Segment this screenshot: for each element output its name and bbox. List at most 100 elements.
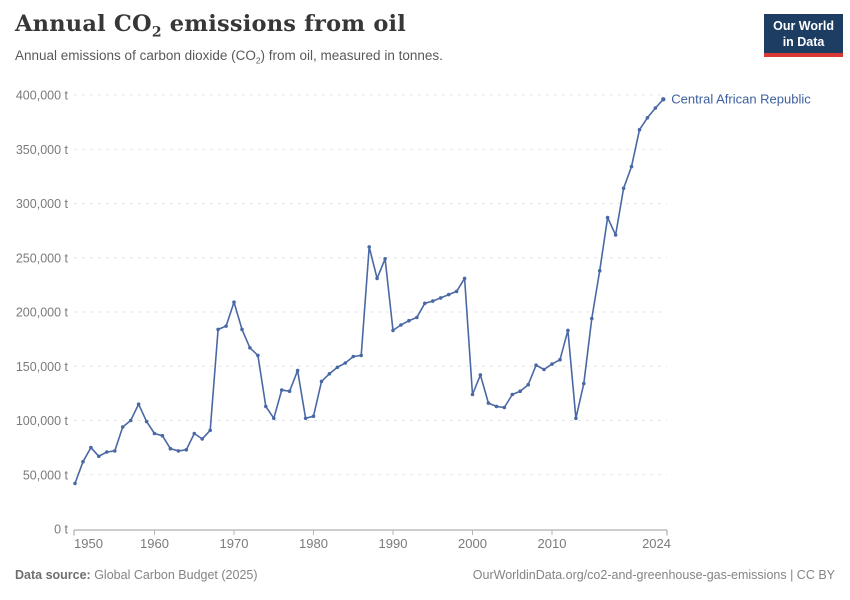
y-axis-label: 50,000 t [23,468,69,482]
data-point[interactable] [645,116,650,120]
data-point[interactable] [454,289,459,294]
data-point[interactable] [534,363,538,368]
y-axis-label: 100,000 t [16,414,69,428]
chart-title-text-post: emissions from oil [161,11,407,37]
data-point[interactable] [279,388,284,392]
data-point[interactable] [81,459,85,464]
data-point[interactable] [176,449,181,453]
data-points [73,97,666,486]
owid-logo[interactable]: Our World in Data [764,14,843,57]
data-point[interactable] [144,419,149,424]
data-point[interactable] [526,382,530,387]
data-point[interactable] [97,454,101,459]
data-series-line[interactable] [74,98,665,485]
data-point[interactable] [494,404,499,409]
data-point[interactable] [550,362,554,366]
data-point[interactable] [629,164,634,169]
data-point[interactable] [192,431,197,436]
data-point[interactable] [661,97,666,102]
data-point[interactable] [542,367,546,372]
data-point[interactable] [590,316,594,321]
data-point[interactable] [613,233,618,237]
data-point[interactable] [335,365,340,370]
x-axis-label: 1950 [74,536,103,551]
data-point[interactable] [73,481,77,486]
data-point[interactable] [518,389,522,394]
data-point[interactable] [486,401,491,405]
x-axis [73,529,668,536]
x-axis-label: 1990 [379,536,408,551]
x-axis-label: 1970 [220,536,249,551]
data-point[interactable] [232,300,236,304]
data-point[interactable] [319,379,324,384]
data-source-note: Data source: Global Carbon Budget (2025) [15,568,258,582]
data-point[interactable] [327,372,332,376]
data-point[interactable] [208,428,212,433]
data-point[interactable] [423,301,427,306]
data-point[interactable] [574,416,578,421]
line-chart-canvas[interactable]: 0 t 50,000 t 100,000 t 150,000 t 200,000 t 25… [0,78,850,560]
data-point[interactable] [391,328,395,333]
data-point[interactable] [184,448,189,452]
data-point[interactable] [470,392,475,397]
data-point[interactable] [621,186,626,191]
data-point[interactable] [216,327,220,332]
data-point[interactable] [566,328,570,333]
data-point[interactable] [264,404,268,409]
data-point[interactable] [256,353,260,358]
chart-title-subscript: 2 [151,24,162,41]
data-point[interactable] [160,433,165,438]
data-point[interactable] [558,357,562,362]
data-point[interactable] [438,296,443,300]
data-point[interactable] [446,292,451,297]
data-point[interactable] [653,106,658,110]
data-point[interactable] [478,373,483,377]
data-point[interactable] [168,446,173,451]
data-point[interactable] [399,323,403,327]
data-point[interactable] [582,381,586,386]
data-point[interactable] [375,276,379,281]
data-point[interactable] [287,389,292,394]
data-point[interactable] [105,450,109,454]
data-point[interactable] [311,414,316,419]
entity-label[interactable]: Central African Republic [671,91,811,106]
data-point[interactable] [407,318,411,323]
data-point[interactable] [248,346,252,350]
y-axis-labels: 0 t 50,000 t 100,000 t 150,000 t 200,000 t 25… [16,89,69,537]
data-point[interactable] [431,299,435,303]
y-axis-label: 350,000 t [16,143,69,157]
data-point[interactable] [272,416,276,421]
data-point[interactable] [383,257,387,261]
data-point[interactable] [120,425,125,429]
data-point[interactable] [224,324,228,328]
data-point[interactable] [605,215,610,220]
y-axis-label: 300,000 t [16,197,69,211]
data-point[interactable] [136,402,141,407]
data-point[interactable] [367,245,372,249]
chart-subtitle: Annual emissions of carbon dioxide (CO2)… [15,48,443,66]
y-axis-label: 200,000 t [16,306,69,320]
owid-logo-line2: in Data [782,35,825,49]
data-point[interactable] [343,361,348,365]
data-point[interactable] [152,431,157,436]
data-point[interactable] [351,354,356,359]
data-point[interactable] [597,269,602,273]
gridlines-group [74,94,667,476]
data-point[interactable] [113,449,117,453]
data-source-value: Global Carbon Budget (2025) [90,568,258,582]
data-point[interactable] [128,418,133,423]
data-point[interactable] [415,315,419,320]
data-point[interactable] [637,127,642,132]
owid-url-link[interactable]: OurWorldinData.org/co2-and-greenhouse-ga… [472,568,787,582]
data-point[interactable] [200,437,204,441]
data-point[interactable] [303,416,308,421]
data-point[interactable] [510,392,515,397]
data-point[interactable] [89,445,93,450]
data-point[interactable] [240,327,244,332]
data-point[interactable] [462,276,467,281]
data-point[interactable] [359,353,364,358]
y-axis-label: 400,000 t [16,89,69,103]
data-point[interactable] [502,405,507,410]
data-point[interactable] [295,368,300,373]
